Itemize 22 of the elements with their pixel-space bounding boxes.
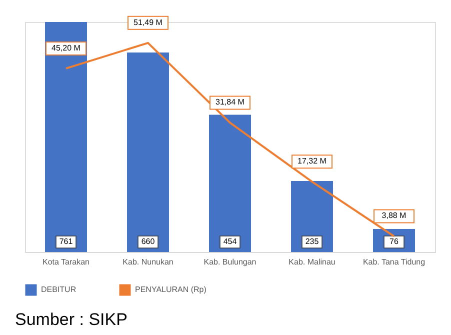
legend-label: DEBITUR	[41, 285, 76, 294]
data-label: 235	[305, 237, 320, 246]
bar	[291, 180, 333, 252]
data-label: 76	[390, 237, 399, 246]
x-tick-label: Kab. Tana Tidung	[362, 258, 426, 266]
data-label: 31,84 M	[216, 98, 245, 107]
data-label: 660	[141, 237, 156, 246]
bar	[45, 22, 87, 252]
data-label: 3,88 M	[382, 211, 407, 220]
legend-label: PENYALURAN (Rp)	[135, 285, 207, 294]
x-tick-label: Kota Tarakan	[42, 258, 90, 266]
x-tick-label: Kab. Bulungan	[204, 258, 256, 266]
data-label: 17,32 M	[298, 156, 327, 166]
bar	[127, 52, 169, 252]
bar	[209, 114, 251, 252]
text: Sumber : SIKP	[15, 310, 128, 329]
x-tick-label: Kab. Malinau	[288, 258, 336, 266]
data-label: 761	[59, 237, 74, 246]
data-label: 51,49 M	[134, 18, 163, 27]
data-label: 45,20 M	[52, 43, 81, 52]
x-tick-label: Kab. Nunukan	[122, 258, 174, 266]
data-label: 454	[223, 237, 238, 246]
